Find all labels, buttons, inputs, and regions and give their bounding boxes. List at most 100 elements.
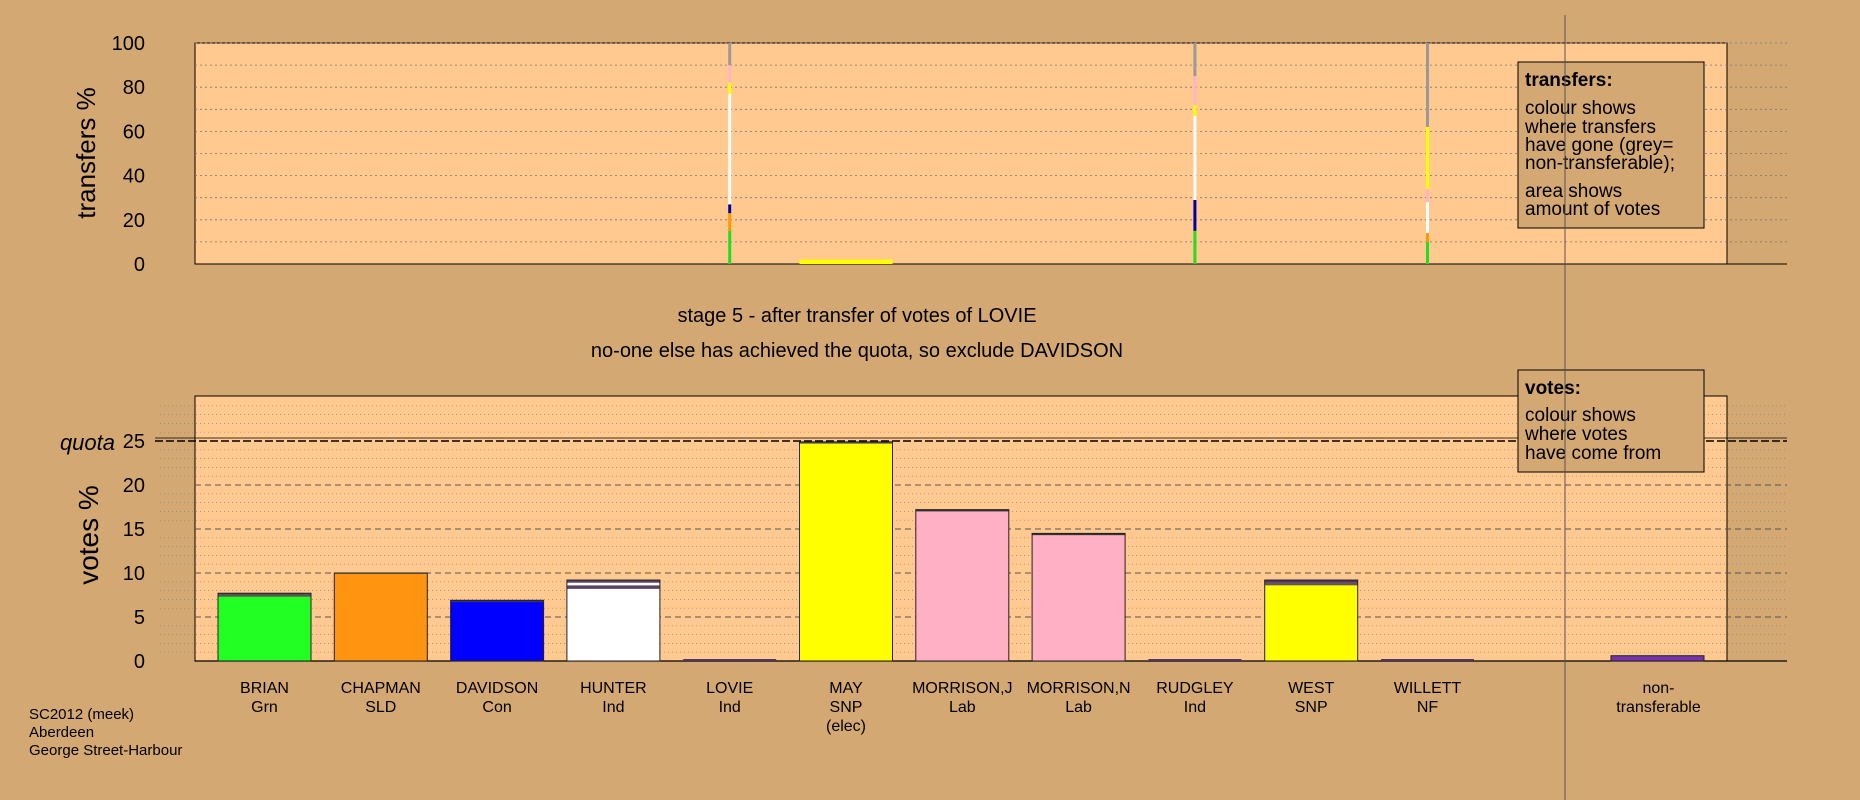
vote-bar — [566, 579, 661, 662]
transfers-legend: transfers: colour shows where transfers … — [1517, 61, 1705, 229]
candidate-name: DAVIDSON — [456, 680, 538, 697]
candidate-status: (elec) — [826, 718, 866, 735]
vote-segment — [799, 441, 893, 444]
transfer-segment — [1193, 76, 1197, 105]
candidate-name: CHAPMAN — [341, 680, 421, 697]
transfers-legend-line: colour shows — [1525, 98, 1636, 119]
candidate-name: LOVIE — [706, 680, 753, 697]
y-tick-label: 0 — [134, 651, 145, 673]
transfer-segment — [799, 259, 893, 264]
footer-method: SC2012 (meek) — [29, 706, 134, 723]
votes-legend-line: colour shows — [1525, 405, 1636, 426]
vote-segment — [450, 602, 544, 661]
vote-segment — [566, 588, 660, 661]
transfers-legend-line: amount of votes — [1525, 199, 1660, 220]
transfer-segment — [728, 93, 732, 205]
nontransferable-label: transferable — [1616, 699, 1701, 716]
transfer-segment — [1193, 115, 1197, 200]
footer-council: Aberdeen — [29, 724, 94, 741]
votes-legend-line: have come from — [1525, 443, 1661, 464]
vote-segment — [1264, 580, 1358, 583]
transfers-legend-line: have gone (grey= — [1525, 135, 1673, 156]
candidate-party: NF — [1417, 699, 1439, 716]
vote-bar — [450, 599, 545, 662]
transfers-legend-line: non-transferable); — [1525, 153, 1675, 174]
transfers-y-axis-label: transfers % — [71, 87, 101, 219]
votes-y-axis-label: votes % — [73, 485, 104, 585]
votes-legend: votes: colour shows where votes have com… — [1517, 369, 1705, 473]
y-tick-label: 60 — [123, 121, 145, 143]
vote-segment — [1264, 585, 1358, 661]
vote-bar — [1031, 532, 1126, 662]
footer-ward: George Street-Harbour — [29, 742, 182, 759]
quota-label: quota — [60, 430, 115, 455]
vote-segment — [566, 580, 660, 583]
transfer-segment — [1426, 202, 1429, 234]
votes-legend-box — [1517, 369, 1705, 473]
stage-description: stage 5 - after transfer of votes of LOV… — [677, 305, 1036, 327]
vote-segment — [218, 593, 311, 597]
transfer-segment — [1193, 104, 1197, 116]
y-tick-label: 5 — [134, 607, 145, 629]
candidate-party: Ind — [1184, 699, 1206, 716]
candidate-name: MAY — [829, 680, 863, 697]
vote-segment — [915, 511, 1009, 661]
vote-bar — [217, 592, 312, 662]
vote-segment — [334, 573, 428, 661]
candidate-party: Grn — [251, 699, 278, 716]
vote-segment — [1264, 582, 1358, 586]
y-tick-label: 10 — [123, 563, 145, 585]
candidate-party: SLD — [365, 699, 396, 716]
transfer-segment — [728, 230, 732, 264]
candidate-party: SNP — [830, 699, 863, 716]
votes-legend-title: votes: — [1525, 378, 1581, 399]
y-tick-label: 0 — [134, 254, 145, 276]
candidate-name: MORRISON,J — [912, 680, 1012, 697]
candidate-party: Ind — [719, 699, 741, 716]
transfer-segment — [728, 204, 732, 214]
nontransferable-bar — [1610, 655, 1705, 662]
votes-y-ticks: 0 5 10 15 20 25 — [123, 431, 145, 673]
transfer-segment — [1426, 43, 1429, 127]
transfer-segment — [1193, 43, 1197, 77]
candidate-name: WEST — [1288, 680, 1334, 697]
footer: SC2012 (meek) Aberdeen George Street-Har… — [29, 706, 182, 759]
vote-segment — [218, 596, 311, 661]
vote-segment — [799, 443, 893, 661]
vote-bar — [799, 441, 893, 662]
y-tick-label: 20 — [123, 210, 145, 232]
vote-segment — [1032, 535, 1126, 661]
transfers-y-ticks: 0 20 40 60 80 100 — [112, 33, 145, 276]
y-tick-label: 80 — [123, 77, 145, 99]
vote-segment — [450, 600, 544, 603]
transfer-segment — [1426, 126, 1429, 189]
vote-bar — [915, 509, 1010, 662]
vote-segment — [1032, 533, 1126, 536]
transfers-legend-box — [1517, 61, 1705, 229]
transfers-bars — [728, 43, 1429, 264]
transfers-legend-line: where transfers — [1524, 117, 1656, 138]
transfers-legend-title: transfers: — [1525, 70, 1613, 91]
votes-legend-line: where votes — [1524, 424, 1627, 445]
y-tick-label: 40 — [123, 166, 145, 188]
y-tick-label: 100 — [112, 33, 145, 55]
candidate-name: HUNTER — [580, 680, 647, 697]
votes-panel: 0 5 10 15 20 25 BRIAN Grn CHAPMAN SLD DAVIDSON Con… — [60, 369, 1787, 735]
transfer-segment — [1193, 230, 1197, 264]
transfer-segment — [1426, 188, 1429, 203]
transfers-panel: 0 20 40 60 80 100 transfers % transfers: colo… — [71, 33, 1787, 276]
candidate-name: RUDGLEY — [1156, 680, 1234, 697]
candidate-name: MORRISON,N — [1027, 680, 1131, 697]
candidate-party: Lab — [949, 699, 976, 716]
transfer-segment — [728, 82, 732, 94]
vote-bar — [333, 572, 428, 662]
candidate-name: WILLETT — [1394, 680, 1462, 697]
transfer-segment — [728, 65, 732, 83]
candidate-party: Ind — [602, 699, 624, 716]
transfer-segment — [728, 43, 732, 66]
votes-bars — [217, 441, 1705, 662]
vote-segment — [566, 582, 660, 586]
y-tick-label: 20 — [123, 475, 145, 497]
vote-bar — [1264, 579, 1359, 662]
